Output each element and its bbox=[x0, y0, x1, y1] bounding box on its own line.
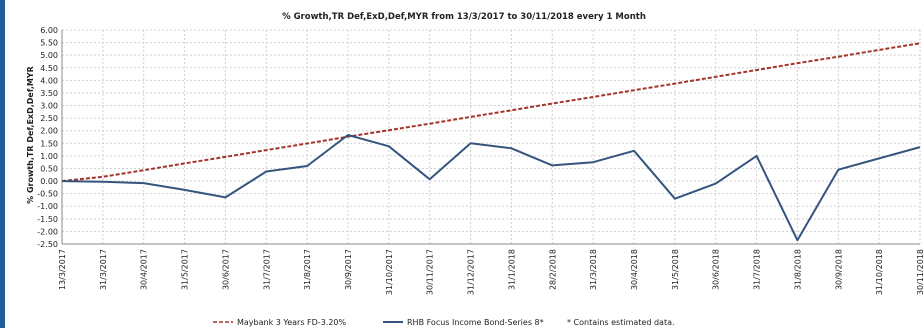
x-tick-label: 30/9/2018 bbox=[834, 249, 843, 290]
x-tick-label: 31/12/2017 bbox=[467, 249, 476, 295]
y-tick-label: 4.50 bbox=[40, 64, 58, 73]
y-tick-label: -2.00 bbox=[37, 227, 58, 236]
y-tick-label: 3.50 bbox=[40, 89, 58, 98]
x-tick-label: 30/4/2018 bbox=[630, 249, 639, 290]
x-tick-label: 31/10/2017 bbox=[385, 249, 394, 295]
x-tick-label: 30/9/2017 bbox=[344, 249, 353, 290]
x-tick-label: 31/5/2018 bbox=[671, 249, 680, 290]
x-tick-label: 31/8/2018 bbox=[793, 249, 802, 290]
x-tick-label: 30/11/2017 bbox=[426, 249, 435, 295]
legend-note: * Contains estimated data. bbox=[567, 318, 675, 327]
grid bbox=[61, 29, 921, 245]
x-tick-label: 31/7/2017 bbox=[262, 249, 271, 290]
y-tick-label: 3.00 bbox=[40, 102, 58, 111]
y-tick-label: -1.50 bbox=[37, 215, 58, 224]
x-tick-label: 13/3/2017 bbox=[58, 249, 67, 290]
chart-title: % Growth,TR Def,ExD,Def,MYR from 13/3/20… bbox=[282, 12, 646, 22]
y-tick-label: -2.50 bbox=[37, 240, 58, 249]
series-line-1 bbox=[61, 42, 921, 183]
x-tick-label: 31/3/2018 bbox=[589, 249, 598, 290]
x-tick-label: 31/5/2017 bbox=[181, 249, 190, 290]
y-tick-label: 2.50 bbox=[40, 114, 58, 123]
y-axis-ticks: -2.50 -2.00 -1.50 -1.00 -0.50 0.00 0.50 1.00 1.5… bbox=[37, 26, 58, 249]
y-tick-label: 5.50 bbox=[40, 39, 58, 48]
y-tick-label: 6.00 bbox=[40, 26, 58, 35]
y-tick-label: 0.00 bbox=[40, 177, 58, 186]
series-lines bbox=[61, 42, 921, 242]
x-tick-label: 30/6/2018 bbox=[712, 249, 721, 290]
x-tick-label: 31/7/2018 bbox=[753, 249, 762, 290]
legend-entry-series-2: RHB Focus Income Bond-Series 8* bbox=[407, 318, 544, 327]
legend: Maybank 3 Years FD-3.20% RHB Focus Incom… bbox=[213, 318, 675, 327]
x-tick-label: 30/6/2017 bbox=[221, 249, 230, 290]
y-axis-label: % Growth,TR Def,ExD,Def,MYR bbox=[26, 66, 35, 204]
series-line-2 bbox=[61, 134, 921, 242]
y-tick-label: 1.00 bbox=[40, 152, 58, 161]
y-tick-label: 0.50 bbox=[40, 164, 58, 173]
legend-entry-series-1: Maybank 3 Years FD-3.20% bbox=[237, 318, 347, 327]
y-tick-label: 1.50 bbox=[40, 139, 58, 148]
y-tick-label: 5.00 bbox=[40, 51, 58, 60]
y-tick-label: -1.00 bbox=[37, 202, 58, 211]
x-tick-label: 31/1/2018 bbox=[507, 249, 516, 290]
x-tick-label: 30/4/2017 bbox=[140, 249, 149, 290]
y-tick-label: -0.50 bbox=[37, 190, 58, 199]
y-tick-label: 4.00 bbox=[40, 76, 58, 85]
x-tick-label: 31/3/2017 bbox=[99, 249, 108, 290]
x-tick-label: 31/8/2017 bbox=[303, 249, 312, 290]
x-tick-label: 30/11/2018 bbox=[916, 249, 923, 295]
x-tick-label: 28/2/2018 bbox=[548, 249, 557, 290]
y-tick-label: 2.00 bbox=[40, 127, 58, 136]
line-chart: % Growth,TR Def,ExD,Def,MYR from 13/3/20… bbox=[26, 12, 923, 327]
x-tick-label: 31/10/2018 bbox=[875, 249, 884, 295]
x-axis-ticks: 13/3/2017 31/3/2017 30/4/2017 31/5/2017 30/6… bbox=[58, 249, 923, 295]
